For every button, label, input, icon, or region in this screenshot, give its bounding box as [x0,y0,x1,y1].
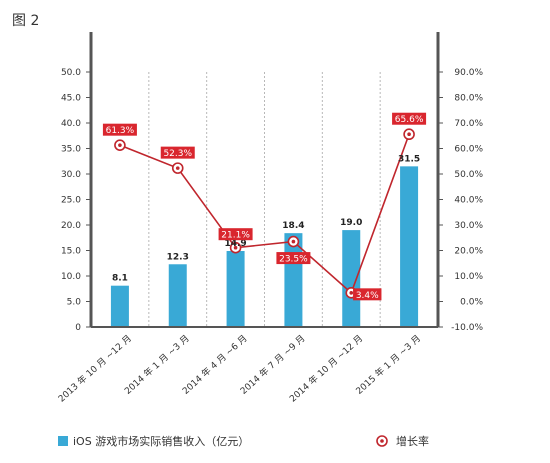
x-tick-label: 2013 年 10 月 ~12 月 [56,332,134,404]
y-left-tick-label: 45.0 [61,94,81,104]
y-right-tick-label: 70.0% [454,119,483,129]
rate-marker-dot [175,166,180,170]
rate-marker-dot [118,143,122,147]
rate-label-box [392,112,427,125]
axis-layer: 0 5.0 10.0 15.0 20.0 25.0 30.0 35.0 40.0 45.0 50.0… [56,32,483,405]
bar-value-label: 19.0 [340,218,362,228]
y-right-tick-label: 50.0% [454,170,483,180]
bar-value-label: 12.3 [167,252,189,262]
legend-label-line: 增长率 [396,434,429,448]
rate-marker-dot [349,291,354,295]
rate-marker-dot [233,245,238,250]
bar-value-label: 31.5 [398,154,420,164]
y-left-tick-label: 35.0 [61,145,81,155]
rate-label: 52.3% [163,149,192,159]
y-right-tick-label: 10.0% [454,272,483,282]
bar [110,285,129,327]
rate-label-box [160,146,195,159]
y-right-tick-label: 30.0% [454,221,483,231]
y-left-tick-label: 30.0 [61,170,81,180]
legend-label-bar: iOS 游戏市场实际销售收入（亿元） [73,434,249,448]
bar-layer [110,166,419,327]
rate-marker-dot [407,132,411,137]
y-right-tick-label: 20.0% [454,247,483,257]
y-right-tick-label: 40.0% [454,196,483,206]
y-left-tick-label: 20.0 [61,221,81,231]
y-right-tick-label: 80.0% [454,94,483,104]
rate-label-box [353,288,382,301]
figure-label: 图 2 [12,13,40,29]
bar [342,230,361,327]
bar [226,251,245,327]
label-layer: 8.1 12.3 14.9 18.4 19.0 31.5 61.3% 52.3% 21.1% 23… [102,112,427,301]
bar [168,264,187,327]
rate-label: 3.4% [356,291,379,301]
rate-line [119,133,410,295]
rate-label-box [218,228,253,241]
rate-label: 21.1% [221,231,250,241]
y-right-tick-label: -10.0% [451,323,483,333]
rate-label-box [102,123,137,136]
bar-value-label: 18.4 [282,221,304,231]
bar-value-label: 14.9 [224,239,246,249]
bar [400,166,419,327]
rate-marker-dot [291,239,296,244]
legend-swatch-bar [58,436,68,446]
rate-label: 61.3% [106,126,135,136]
y-left-tick-label: 40.0 [61,119,81,129]
legend: iOS 游戏市场实际销售收入（亿元） 增长率 [58,434,429,448]
y-left-tick-label: 50.0 [61,68,81,78]
y-right-tick-label: 0.0% [460,298,483,308]
legend-marker-dot [380,439,384,443]
line-layer [114,128,415,299]
y-right-tick-label: 60.0% [454,145,483,155]
grid-layer [148,72,381,327]
bar-value-label: 8.1 [112,274,128,284]
y-left-tick-label: 25.0 [61,196,81,206]
y-left-tick-label: 0 [75,323,81,333]
y-left-tick-label: 5.0 [67,298,82,308]
rate-label: 65.6% [395,115,424,125]
y-left-tick-label: 10.0 [61,272,81,282]
rate-label-box [276,252,311,265]
y-right-tick-label: 90.0% [454,68,483,78]
rate-label: 23.5% [279,255,308,265]
y-left-tick-label: 15.0 [61,247,81,257]
